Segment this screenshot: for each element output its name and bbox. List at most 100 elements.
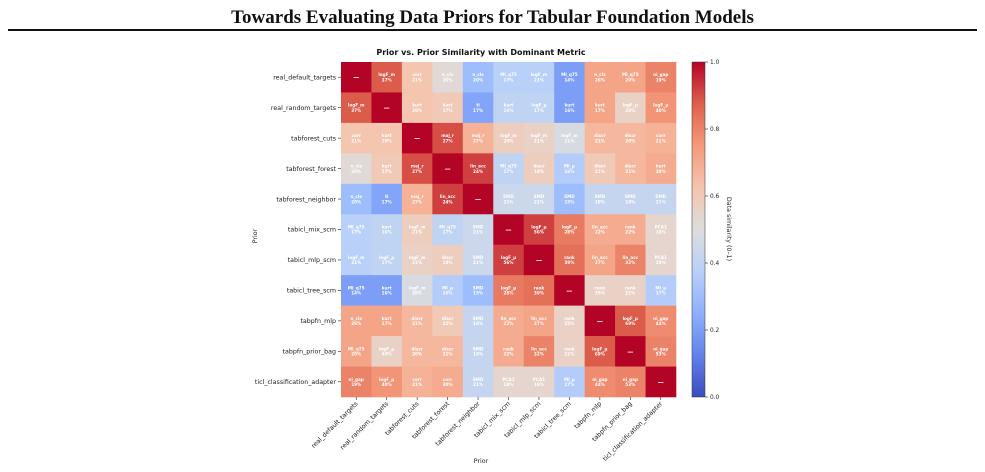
- heatmap-cell: [371, 244, 403, 276]
- heatmap-cell: [341, 153, 372, 185]
- heatmap-cell: [645, 92, 677, 124]
- cell-annotation: lin_acc: [440, 194, 456, 199]
- cell-annotation: 17%: [534, 108, 545, 113]
- cell-annotation: 18%: [595, 199, 606, 204]
- cell-annotation: 69%: [625, 321, 636, 326]
- cell-annotation: n_cls: [472, 72, 484, 77]
- heatmap-cell: [341, 244, 372, 276]
- cell-annotation: 22%: [503, 321, 514, 326]
- cell-annotation: SMD: [473, 316, 484, 321]
- colorbar-tick-label: 0.0: [710, 395, 720, 401]
- cell-annotation: ni_gap: [623, 377, 638, 382]
- cell-annotation: rank: [564, 255, 575, 260]
- cell-annotation: 20%: [503, 138, 514, 143]
- heatmap-cell: [401, 122, 433, 154]
- cell-annotation: 21%: [351, 260, 362, 265]
- cell-annotation: 25%: [595, 291, 606, 296]
- heatmap-cell: [523, 366, 555, 398]
- heatmap-cell: [371, 305, 403, 337]
- cell-annotation: —: [414, 136, 420, 143]
- heatmap-cell: [645, 122, 677, 154]
- cell-annotation: rank: [564, 346, 575, 351]
- cell-annotation: 18%: [656, 230, 667, 235]
- cell-annotation: 20%: [351, 352, 362, 357]
- heatmap-cell: [554, 336, 585, 367]
- cell-annotation: 18%: [473, 352, 484, 357]
- cell-annotation: 22%: [625, 230, 636, 235]
- heatmap-cell: [615, 336, 646, 367]
- cell-annotation: —: [627, 349, 633, 356]
- heatmap-annotations: — logF_m37%corr21%n_cls20%n_cls20%MI_q751…: [348, 72, 669, 387]
- cell-annotation: MI_q75: [561, 72, 578, 77]
- cell-annotation: 17%: [382, 321, 393, 326]
- y-tick-label: tabicl_mix_scm: [288, 227, 336, 234]
- cell-annotation: kurt: [412, 103, 422, 108]
- heatmap-cell: [371, 336, 403, 367]
- cell-annotation: discr: [625, 164, 637, 169]
- cell-annotation: kurt: [382, 316, 392, 321]
- colorbar-tick-label: 1.0: [710, 60, 720, 66]
- cell-annotation: 16%: [443, 291, 454, 296]
- cell-annotation: 17%: [382, 169, 393, 174]
- cell-annotation: SMD: [473, 377, 484, 382]
- cell-annotation: 40%: [656, 108, 667, 113]
- heatmap-cell: [523, 214, 555, 246]
- heatmap-cell: [432, 62, 464, 93]
- cell-annotation: discr: [411, 316, 423, 321]
- heatmap-cell: [554, 183, 585, 215]
- colorbar-ticks: 0.0 0.2 0.4 0.6 0.8 1.0: [705, 60, 720, 401]
- cell-annotation: logF_μ: [653, 103, 668, 108]
- heatmap-cell: [493, 366, 525, 398]
- cell-annotation: 15%: [473, 291, 484, 296]
- cell-annotation: corr: [351, 133, 361, 138]
- cell-annotation: 30%: [443, 382, 454, 387]
- cell-annotation: SMD: [473, 285, 484, 290]
- y-tick-label: tabforest_neighbor: [276, 196, 336, 203]
- heatmap-cell: [371, 153, 403, 185]
- cell-annotation: maj_r: [472, 133, 486, 138]
- cell-annotation: rank: [534, 285, 545, 290]
- heatmap-cell: [584, 336, 616, 367]
- heatmap-cell: [493, 92, 525, 124]
- y-tick-labels: real_default_targets real_random_targetst…: [255, 74, 341, 386]
- heatmap-cell: [462, 122, 494, 154]
- cell-annotation: logF_m: [409, 255, 426, 260]
- colorbar-tick-label: 0.8: [710, 127, 720, 133]
- heatmap-cell: [615, 366, 646, 398]
- heatmap-cell: [371, 183, 403, 215]
- cell-annotation: kurt: [443, 103, 453, 108]
- heatmap-cell: [523, 62, 555, 93]
- cell-annotation: 20%: [382, 138, 393, 143]
- cell-annotation: MI_q75: [500, 72, 517, 77]
- cell-annotation: MI_μ: [564, 164, 575, 169]
- cell-annotation: SMD: [473, 346, 484, 351]
- cell-annotation: 21%: [534, 138, 545, 143]
- cell-annotation: kurt: [564, 103, 574, 108]
- heatmap-cell: [645, 275, 677, 306]
- chart-title: Prior vs. Prior Similarity with Dominant…: [376, 48, 586, 57]
- cell-annotation: —: [353, 75, 359, 82]
- cell-annotation: 17%: [503, 169, 514, 174]
- heatmap-cell: [401, 244, 433, 276]
- cell-annotation: PCA1: [502, 377, 514, 382]
- cell-annotation: 19%: [656, 77, 667, 82]
- cell-annotation: logF_μ: [379, 255, 394, 260]
- heatmap-cells: [341, 62, 677, 398]
- cell-annotation: 19%: [656, 260, 667, 265]
- x-tick-labels: real_default_targetsreal_random_targetst…: [310, 397, 664, 463]
- cell-annotation: —: [475, 197, 481, 204]
- cell-annotation: 56%: [534, 230, 545, 235]
- cell-annotation: logF_m: [409, 285, 426, 290]
- heatmap-cell: [432, 336, 464, 367]
- heatmap-cell: [341, 92, 372, 124]
- heatmap-cell: [493, 336, 525, 367]
- heatmap-cell: [401, 92, 433, 124]
- heatmap-cell: [554, 366, 585, 398]
- cell-annotation: 21%: [534, 77, 545, 82]
- cell-annotation: 27%: [443, 138, 454, 143]
- cell-annotation: 17%: [351, 230, 362, 235]
- heatmap-cell: [462, 214, 494, 246]
- cell-annotation: 28%: [564, 230, 575, 235]
- cell-annotation: logF_μ: [501, 255, 516, 260]
- heatmap-cell: [523, 153, 555, 185]
